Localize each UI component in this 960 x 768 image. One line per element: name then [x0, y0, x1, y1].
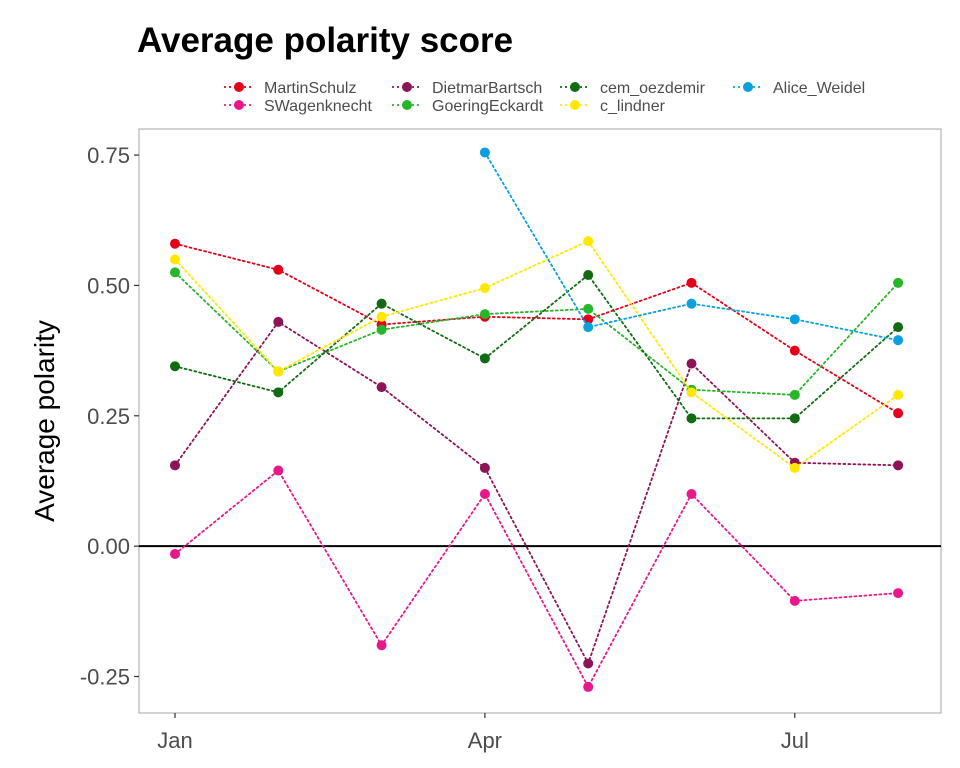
data-point-Alice_Weidel [893, 335, 904, 346]
series-c_lindner [170, 236, 904, 473]
data-point-GoeringEckardt [170, 267, 180, 278]
data-point-SWagenknecht [893, 588, 904, 599]
data-point-DietmarBartsch [686, 358, 697, 369]
data-point-c_lindner [893, 389, 904, 400]
series-layer [170, 147, 904, 692]
data-point-SWagenknecht [583, 681, 594, 692]
legend-label: SWagenknecht [264, 98, 372, 115]
legend-item: Alice_Weidel [733, 80, 865, 97]
series-SWagenknecht [170, 465, 904, 692]
data-point-Alice_Weidel [583, 322, 594, 333]
x-tick-label: Jul [781, 728, 809, 753]
data-point-c_lindner [479, 283, 490, 294]
series-line-GoeringEckardt [174, 271, 899, 396]
series-GoeringEckardt [170, 267, 904, 400]
data-point-DietmarBartsch [376, 382, 387, 393]
series-cem_oezdemir [170, 270, 904, 424]
data-point-GoeringEckardt [893, 277, 904, 288]
series-line-cem_oezdemir [174, 273, 899, 420]
data-point-SWagenknecht [170, 548, 180, 559]
data-point-c_lindner [376, 311, 387, 322]
legend-label: GoeringEckardt [432, 98, 544, 115]
legend-item: SWagenknecht [224, 98, 372, 115]
data-point-SWagenknecht [686, 489, 697, 499]
series-line-DietmarBartsch [174, 320, 899, 666]
data-point-MartinSchulz [789, 345, 800, 356]
y-tick-label: 0.00 [87, 534, 130, 559]
legend-label: cem_oezdemir [600, 80, 706, 97]
legend-label: c_lindner [600, 98, 666, 115]
series-line-Alice_Weidel [483, 151, 899, 342]
data-point-c_lindner [273, 366, 284, 377]
series-line-SWagenknecht [174, 469, 899, 689]
data-point-Alice_Weidel [479, 147, 490, 158]
data-point-c_lindner [686, 387, 697, 398]
data-point-GoeringEckardt [479, 309, 490, 320]
data-point-SWagenknecht [789, 595, 800, 606]
series-line-MartinSchulz [174, 242, 899, 415]
series-Alice_Weidel [479, 147, 904, 346]
data-point-GoeringEckardt [789, 389, 800, 400]
data-point-Alice_Weidel [686, 298, 697, 309]
data-point-c_lindner [583, 236, 594, 247]
data-point-cem_oezdemir [273, 387, 284, 398]
data-point-DietmarBartsch [170, 460, 180, 471]
y-tick-label: -0.25 [80, 665, 130, 690]
data-point-DietmarBartsch [273, 316, 284, 327]
legend-label: Alice_Weidel [773, 80, 865, 97]
legend-key-point [570, 100, 580, 110]
y-tick-label: 0.75 [87, 143, 130, 168]
legend-item: c_lindner [560, 98, 666, 115]
data-point-cem_oezdemir [893, 322, 904, 333]
y-tick-label: 0.50 [87, 273, 130, 298]
legend-item: cem_oezdemir [560, 80, 706, 97]
data-point-cem_oezdemir [583, 270, 594, 280]
data-point-c_lindner [170, 254, 180, 265]
data-point-GoeringEckardt [583, 303, 594, 314]
chart-title: Average polarity score [137, 21, 513, 60]
legend-item: DietmarBartsch [392, 80, 542, 97]
y-axis: 0.75 0.50 0.25 0.00 -0.25 [80, 143, 139, 690]
legend-key-point [402, 82, 412, 92]
data-point-DietmarBartsch [479, 462, 490, 473]
legend-key-point [402, 100, 412, 110]
legend-key-point [570, 82, 580, 92]
data-point-c_lindner [789, 462, 800, 473]
legend-label: MartinSchulz [264, 80, 356, 97]
y-tick-label: 0.25 [87, 404, 130, 429]
x-tick-label: Apr [468, 728, 502, 753]
data-point-MartinSchulz [170, 238, 180, 249]
x-axis: Jan Apr Jul [157, 713, 809, 753]
data-point-MartinSchulz [893, 408, 904, 419]
y-axis-title: Average polarity [29, 320, 60, 522]
data-point-SWagenknecht [273, 465, 284, 476]
legend-key-point [234, 82, 244, 92]
series-line-c_lindner [174, 239, 899, 470]
data-point-SWagenknecht [479, 489, 490, 499]
legend-item: MartinSchulz [224, 80, 356, 97]
legend-key-point [743, 82, 753, 92]
data-point-MartinSchulz [686, 277, 697, 288]
legend-label: DietmarBartsch [432, 80, 542, 97]
data-point-cem_oezdemir [686, 413, 697, 424]
data-point-cem_oezdemir [789, 413, 800, 424]
data-point-SWagenknecht [376, 640, 387, 651]
data-point-DietmarBartsch [893, 460, 904, 471]
x-tick-label: Jan [157, 728, 192, 753]
legend-item: GoeringEckardt [392, 98, 544, 115]
data-point-cem_oezdemir [479, 353, 490, 364]
data-point-cem_oezdemir [170, 361, 180, 372]
data-point-Alice_Weidel [789, 314, 800, 325]
data-point-cem_oezdemir [376, 298, 387, 309]
data-point-MartinSchulz [273, 264, 284, 275]
data-point-DietmarBartsch [583, 658, 594, 669]
legend-key-point [234, 100, 244, 110]
plot-panel-border [138, 128, 942, 714]
series-DietmarBartsch [170, 316, 904, 669]
data-point-GoeringEckardt [376, 324, 387, 335]
